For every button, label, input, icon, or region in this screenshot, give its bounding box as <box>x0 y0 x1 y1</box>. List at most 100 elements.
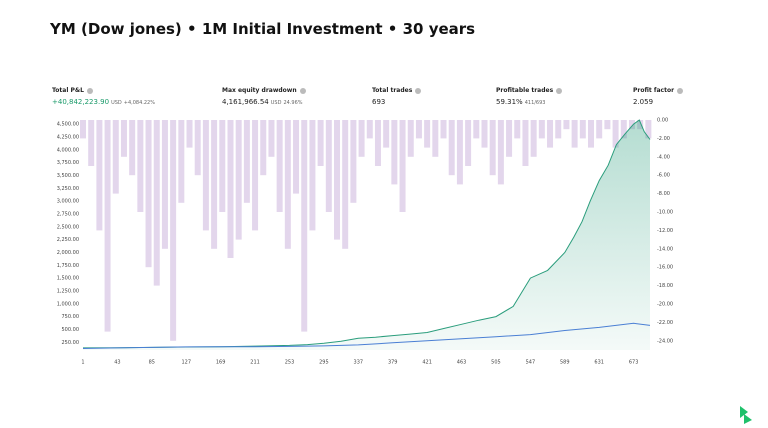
drawdown-bar <box>293 120 300 194</box>
drawdown-bar <box>456 120 463 185</box>
y2-tick-label: -8.00 <box>657 191 670 197</box>
stat: Profit factor 2.059 <box>633 86 683 106</box>
drawdown-bar <box>481 120 488 148</box>
drawdown-bar <box>448 120 455 176</box>
y2-tick-label: -22.00 <box>657 320 673 326</box>
drawdown-bar <box>555 120 562 139</box>
stat-unit: USD <box>111 100 122 106</box>
y2-tick-label: -24.00 <box>657 338 673 344</box>
drawdown-bar <box>317 120 324 166</box>
drawdown-bar <box>325 120 332 212</box>
drawdown-bar <box>383 120 390 148</box>
drawdown-bar <box>268 120 275 157</box>
drawdown-bar <box>301 120 308 332</box>
stat-sub: +4,084.22% <box>123 100 155 106</box>
drawdown-bar <box>465 120 472 166</box>
stat: Total trades 693 <box>372 86 421 106</box>
drawdown-bar <box>604 120 611 130</box>
stat-value: 59.31% 411/693 <box>496 98 562 106</box>
x-tick-label: 379 <box>388 360 398 366</box>
y2-tick-label: -6.00 <box>657 173 670 179</box>
drawdown-bar <box>563 120 570 130</box>
equity-area <box>83 120 650 350</box>
y-tick-label: 3,750.00 <box>57 160 79 166</box>
y-tick-label: 500.00 <box>62 327 80 333</box>
y-tick-label: 3,000.00 <box>57 199 79 205</box>
x-tick-label: 85 <box>149 360 155 366</box>
drawdown-bar <box>350 120 357 203</box>
drawdown-bar <box>399 120 406 212</box>
y2-tick-label: -12.00 <box>657 228 673 234</box>
x-tick-label: 127 <box>181 360 191 366</box>
drawdown-bar <box>137 120 144 212</box>
y2-tick-label: -16.00 <box>657 265 673 271</box>
stat-number: 4,161,966.54 <box>222 98 269 106</box>
drawdown-bar <box>547 120 554 148</box>
drawdown-bar <box>243 120 250 203</box>
drawdown-bar <box>588 120 595 148</box>
drawdown-bar <box>96 120 103 231</box>
drawdown-bar <box>104 120 111 332</box>
y2-tick-label: -10.00 <box>657 210 673 216</box>
stat-value: +40,842,223.90 USD +4,084.22% <box>52 98 155 106</box>
x-tick-label: 43 <box>114 360 120 366</box>
y-tick-label: 750.00 <box>62 314 80 320</box>
y-tick-label: 1,750.00 <box>57 263 79 269</box>
x-tick-label: 337 <box>354 360 364 366</box>
drawdown-bar <box>579 120 586 139</box>
drawdown-bar <box>260 120 267 176</box>
drawdown-bar <box>612 120 619 148</box>
y-tick-label: 3,250.00 <box>57 186 79 192</box>
y-tick-label: 4,500.00 <box>57 122 79 128</box>
x-tick-label: 547 <box>526 360 536 366</box>
stat: Total P&L +40,842,223.90 USD +4,084.22% <box>52 86 155 106</box>
drawdown-bar <box>252 120 259 231</box>
drawdown-bar <box>571 120 578 148</box>
stat-value: 2.059 <box>633 98 683 106</box>
x-tick-label: 1 <box>81 360 84 366</box>
drawdown-bar <box>202 120 209 231</box>
drawdown-bar <box>432 120 439 157</box>
drawdown-bar <box>497 120 504 185</box>
y2-tick-label: -20.00 <box>657 302 673 308</box>
title: YM (Dow jones) • 1M Initial Investment •… <box>50 20 476 38</box>
stat-number: 693 <box>372 98 386 106</box>
drawdown-bar <box>186 120 193 148</box>
drawdown-bar <box>120 120 127 157</box>
series-line <box>82 322 651 349</box>
drawdown-bar <box>538 120 545 139</box>
y-tick-label: 2,500.00 <box>57 224 79 230</box>
x-tick-label: 169 <box>216 360 226 366</box>
stat-value: 693 <box>372 98 421 106</box>
y-tick-label: 2,000.00 <box>57 250 79 256</box>
x-tick-label: 631 <box>594 360 604 366</box>
drawdown-bar <box>628 120 635 130</box>
y-tick-label: 2,750.00 <box>57 211 79 217</box>
y2-tick-label: -4.00 <box>657 154 670 160</box>
stat-sub: 411/693 <box>524 100 546 106</box>
x-tick-label: 295 <box>319 360 329 366</box>
x-tick-label: 253 <box>285 360 295 366</box>
drawdown-bar <box>620 120 627 139</box>
drawdown-bar <box>522 120 529 166</box>
x-tick-label: 505 <box>491 360 501 366</box>
y2-tick-label: 0.00 <box>657 118 668 124</box>
stat-number: +40,842,223.90 <box>52 98 110 106</box>
y-tick-label: 1,500.00 <box>57 276 79 282</box>
drawdown-bar <box>161 120 168 249</box>
drawdown-bar <box>596 120 603 139</box>
drawdown-bar <box>145 120 152 268</box>
stat-label: Total trades <box>372 87 421 94</box>
drawdown-bar <box>129 120 136 176</box>
drawdown-bar <box>334 120 341 240</box>
y-tick-label: 2,250.00 <box>57 237 79 243</box>
y2-tick-label: -2.00 <box>657 136 670 142</box>
drawdown-bar <box>424 120 431 148</box>
x-tick-label: 463 <box>457 360 467 366</box>
drawdown-bar <box>219 120 226 212</box>
y-tick-label: 1,250.00 <box>57 288 79 294</box>
x-tick-label: 673 <box>629 360 639 366</box>
y-tick-label: 1,000.00 <box>57 301 79 307</box>
drawdown-bar <box>170 120 177 341</box>
